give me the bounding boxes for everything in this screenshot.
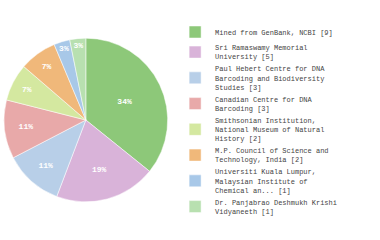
svg-text:M.P. Council of Science andTec: M.P. Council of Science andTechnology, I… [215, 147, 328, 164]
svg-text:7%: 7% [22, 85, 32, 94]
svg-text:34%: 34% [117, 97, 132, 106]
svg-text:Sri Ramaswamy MemorialUniversi: Sri Ramaswamy MemorialUniversity [5] [215, 44, 307, 61]
svg-text:Smithsonian Institution,Nation: Smithsonian Institution,National Museum … [215, 117, 324, 143]
svg-text:Paul Hebert Centre for DNABarc: Paul Hebert Centre for DNABarcoding and … [215, 65, 325, 91]
svg-text:19%: 19% [92, 165, 107, 174]
svg-text:7%: 7% [42, 62, 52, 71]
svg-text:Universiti Kuala Lumpur,Malays: Universiti Kuala Lumpur,Malaysian Instit… [215, 168, 316, 194]
svg-text:3%: 3% [74, 41, 84, 50]
svg-text:Mined from GenBank, NCBI [9]: Mined from GenBank, NCBI [9] [215, 29, 333, 37]
svg-text:11%: 11% [38, 161, 53, 170]
svg-text:11%: 11% [19, 122, 34, 131]
svg-text:Dr. Panjabrao Deshmukh KrishiV: Dr. Panjabrao Deshmukh KrishiVidyaneeth … [215, 199, 337, 216]
svg-text:3%: 3% [59, 44, 69, 53]
svg-text:Canadian Centre for DNABarcodi: Canadian Centre for DNABarcoding [3] [215, 96, 312, 113]
